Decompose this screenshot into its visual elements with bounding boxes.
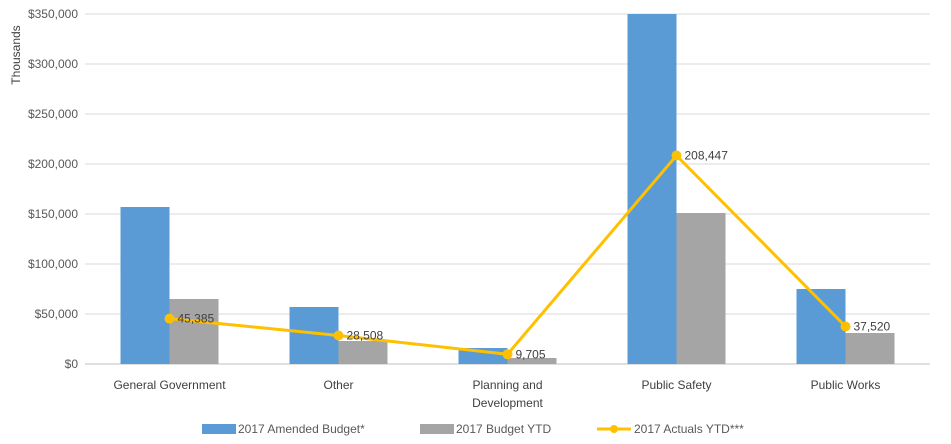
budget-ytd-bar: [169, 299, 219, 364]
y-axis-title: Thousands: [9, 25, 23, 84]
y-tick-label: $200,000: [28, 157, 78, 171]
actuals-marker: [671, 150, 682, 161]
legend-budget-ytd-swatch: [420, 424, 454, 434]
bars: [120, 14, 895, 364]
actuals-data-label: 45,385: [178, 312, 215, 326]
x-category-label: Public Safety: [641, 378, 711, 392]
y-tick-label: $350,000: [28, 7, 78, 21]
x-category-label: Development: [472, 396, 543, 410]
actuals-marker: [840, 321, 851, 332]
legend-actuals-ytd-label: 2017 Actuals YTD***: [634, 422, 744, 436]
x-category-label: Other: [323, 378, 353, 392]
y-tick-label: $150,000: [28, 207, 78, 221]
legend-amended-budget-swatch: [202, 424, 236, 434]
y-tick-label: $100,000: [28, 257, 78, 271]
legend-actuals-ytd-marker: [610, 425, 618, 433]
y-axis-ticks: $0 $50,000 $100,000 $150,000 $200,000 $250,00…: [28, 7, 78, 371]
actuals-marker: [164, 313, 175, 324]
legend: 2017 Amended Budget* 2017 Budget YTD 2017 …: [202, 422, 744, 436]
actuals-data-label: 208,447: [685, 149, 729, 163]
y-tick-label: $250,000: [28, 107, 78, 121]
budget-ytd-bar: [845, 333, 895, 364]
actuals-data-label: 28,508: [347, 328, 384, 342]
amended-budget-bar: [120, 207, 170, 364]
actuals-data-label: 37,520: [854, 319, 891, 333]
actuals-polyline: [169, 154, 847, 356]
amended-budget-bar: [627, 14, 677, 364]
actuals-marker: [502, 349, 513, 360]
legend-amended-budget-label: 2017 Amended Budget*: [238, 422, 365, 436]
y-tick-label: $300,000: [28, 57, 78, 71]
x-axis-categories: General Government Other Planning and Devel…: [113, 378, 880, 410]
actuals-marker: [333, 330, 344, 341]
budget-ytd-bar: [507, 358, 557, 364]
actuals-line: 45,385 28,508 9,705 208,447 37,520: [164, 149, 891, 361]
budget-ytd-bar: [676, 213, 726, 364]
y-tick-label: $50,000: [35, 307, 79, 321]
x-category-label: Planning and: [472, 378, 542, 392]
gridlines: [85, 13, 930, 365]
legend-budget-ytd-label: 2017 Budget YTD: [456, 422, 552, 436]
x-category-label: General Government: [113, 378, 226, 392]
x-category-label: Public Works: [811, 378, 881, 392]
actuals-data-label: 9,705: [516, 347, 546, 361]
y-tick-label: $0: [65, 357, 79, 371]
budget-ytd-bar: [338, 341, 388, 364]
